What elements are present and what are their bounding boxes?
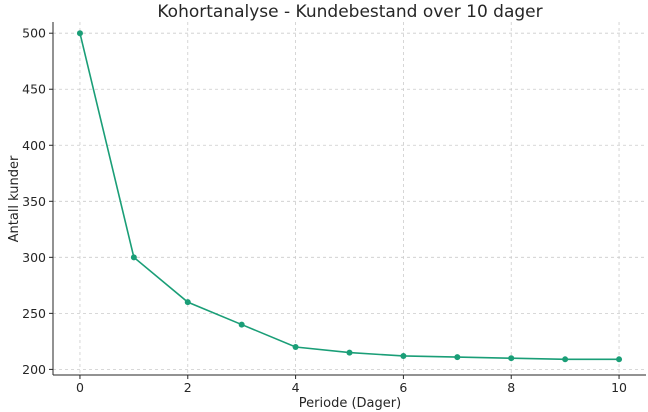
data-point [184, 299, 191, 306]
axes-frame [52, 22, 646, 376]
y-tick-label: 400 [22, 138, 46, 153]
y-tick-label: 450 [22, 82, 46, 97]
x-tick-label: 8 [507, 380, 515, 395]
data-point [130, 254, 137, 261]
series-line [79, 33, 620, 361]
data-point [346, 349, 353, 356]
y-tick-label: 500 [22, 26, 46, 41]
chart-title: Kohortanalyse - Kundebestand over 10 dag… [157, 2, 542, 22]
x-tick-label: 10 [611, 380, 627, 395]
y-tick-label: 300 [22, 250, 46, 265]
y-tick-label: 250 [22, 306, 46, 321]
data-point [454, 354, 461, 361]
data-point [562, 356, 569, 363]
series-layer [76, 30, 623, 363]
x-tick-label: 2 [184, 380, 192, 395]
y-tick-label: 200 [22, 362, 46, 377]
x-tick-label: 0 [76, 380, 84, 395]
x-tick-label: 6 [399, 380, 407, 395]
x-tick-label: 4 [292, 380, 300, 395]
grid [53, 22, 646, 375]
data-point [616, 356, 623, 363]
y-axis-label: Antall kunder [7, 155, 22, 242]
y-tick-label: 350 [22, 194, 46, 209]
y-axis-ticks: 200 250 300 350 400 450 500 [22, 26, 53, 377]
data-point [508, 355, 515, 362]
data-point [76, 30, 83, 37]
data-point [292, 343, 299, 350]
x-axis-ticks: 0 2 4 6 8 10 [76, 375, 627, 395]
x-axis-label: Periode (Dager) [299, 396, 401, 411]
data-point [400, 352, 407, 359]
data-point [238, 321, 245, 328]
